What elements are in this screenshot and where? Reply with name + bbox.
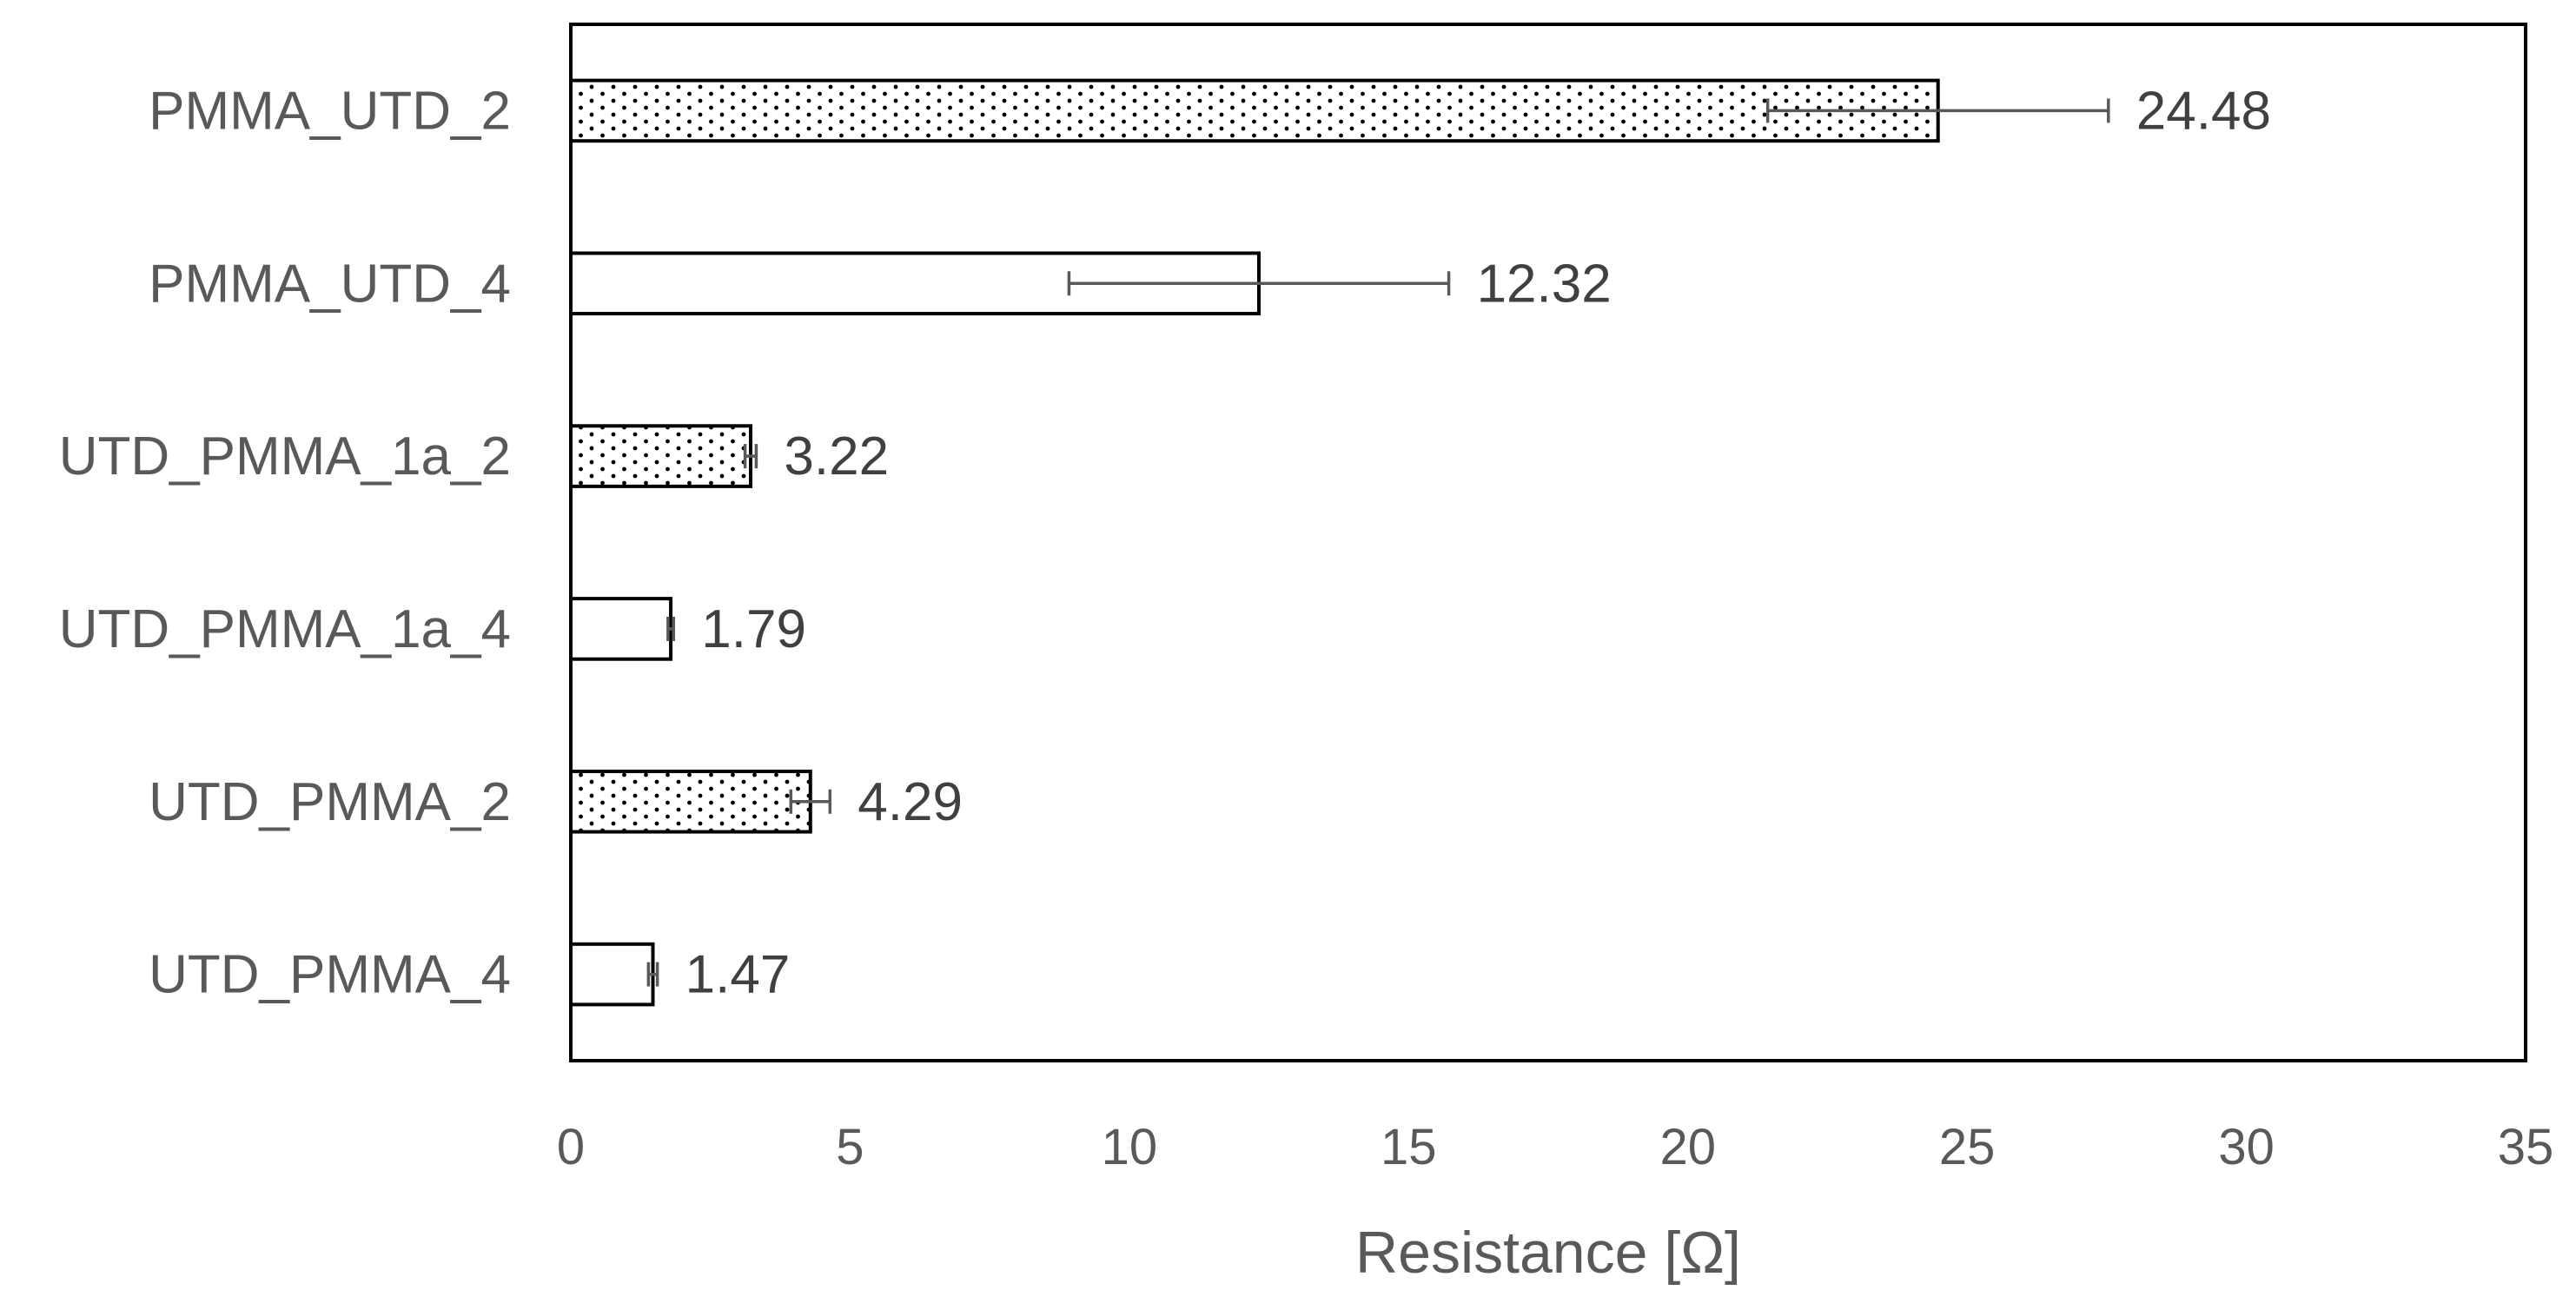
category-label: UTD_PMMA_1a_2 — [59, 427, 511, 486]
bar — [569, 769, 812, 834]
x-tick-label: 30 — [2218, 1119, 2275, 1175]
category-label: PMMA_UTD_2 — [149, 81, 511, 141]
x-tick-label: 15 — [1381, 1119, 1437, 1175]
bar — [569, 78, 1940, 143]
category-label: UTD_PMMA_1a_4 — [59, 599, 511, 659]
bars-group — [569, 78, 1940, 1007]
x-tick-label: 35 — [2498, 1119, 2554, 1175]
error-bar — [743, 444, 758, 469]
data-label: 24.48 — [2136, 81, 2271, 141]
data-label: 4.29 — [858, 772, 963, 832]
category-labels-group: PMMA_UTD_2 PMMA_UTD_4 UTD_PMMA_1a_2 UTD_PMM… — [59, 81, 511, 1004]
data-label: 1.47 — [685, 945, 791, 1005]
x-tick-label: 10 — [1102, 1119, 1158, 1175]
bar — [569, 424, 752, 488]
error-bar — [1765, 98, 2110, 123]
data-labels-group: 24.48 12.32 3.22 1.79 4.29 1.47 — [685, 81, 2271, 1004]
category-label: PMMA_UTD_4 — [149, 254, 511, 314]
category-label: UTD_PMMA_2 — [149, 772, 511, 832]
data-label: 1.79 — [701, 599, 806, 659]
plot-area-frame — [569, 23, 2527, 1062]
x-tick-label: 20 — [1659, 1119, 1716, 1175]
error-bar — [646, 962, 659, 987]
x-tick-label: 5 — [836, 1119, 864, 1175]
x-tick-label: 25 — [1939, 1119, 1996, 1175]
x-tick-label: 0 — [557, 1119, 585, 1175]
x-tick-labels-group: 0 5 10 15 20 25 30 35 — [557, 1119, 2553, 1175]
category-label: UTD_PMMA_4 — [149, 945, 511, 1005]
error-bar — [666, 616, 676, 641]
error-bars-group — [646, 98, 2110, 987]
data-label: 3.22 — [784, 427, 889, 486]
bar — [569, 597, 673, 661]
bar — [569, 942, 655, 1007]
x-axis-title: Resistance [Ω] — [1355, 1220, 1741, 1286]
error-bar — [789, 789, 832, 814]
data-label: 12.32 — [1477, 254, 1612, 314]
error-bar — [1067, 271, 1451, 296]
